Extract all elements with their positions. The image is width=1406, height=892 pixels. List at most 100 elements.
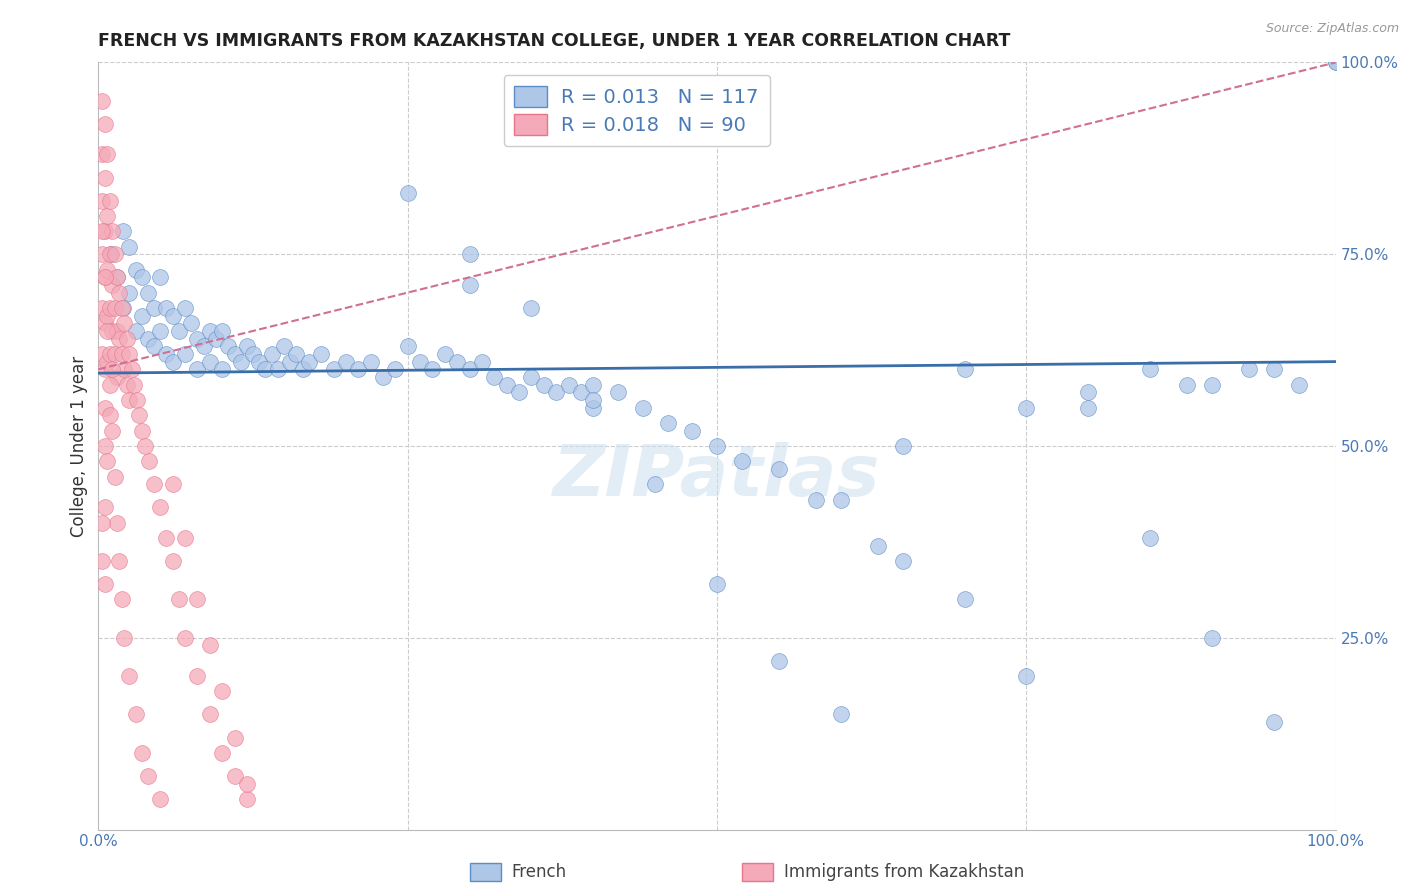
- Point: [91, 224, 114, 238]
- Point: [134, 439, 156, 453]
- Point: [149, 270, 172, 285]
- Point: [186, 332, 208, 346]
- Point: [111, 592, 134, 607]
- Point: [98, 194, 121, 208]
- Point: [205, 332, 228, 346]
- Legend: R = 0.013   N = 117, R = 0.018   N = 90: R = 0.013 N = 117, R = 0.018 N = 90: [503, 75, 769, 146]
- Point: [384, 362, 406, 376]
- Point: [433, 347, 456, 361]
- Point: [247, 354, 270, 368]
- Point: [198, 707, 221, 722]
- Point: [309, 347, 332, 361]
- Point: [105, 370, 128, 384]
- Point: [93, 270, 115, 285]
- Point: [706, 577, 728, 591]
- Point: [143, 339, 166, 353]
- Point: [211, 362, 233, 376]
- Point: [396, 339, 419, 353]
- Point: [1077, 385, 1099, 400]
- Point: [101, 277, 124, 292]
- Point: [731, 454, 754, 468]
- Point: [254, 362, 277, 376]
- Point: [174, 301, 197, 315]
- Point: [508, 385, 530, 400]
- Point: [112, 224, 135, 238]
- Point: [112, 301, 135, 315]
- Point: [211, 684, 233, 698]
- Point: [174, 347, 197, 361]
- Point: [149, 500, 172, 515]
- Point: [706, 439, 728, 453]
- Point: [91, 147, 114, 161]
- Point: [136, 285, 159, 300]
- Point: [1263, 715, 1285, 730]
- Point: [1077, 401, 1099, 415]
- Point: [211, 324, 233, 338]
- Point: [217, 339, 239, 353]
- Point: [236, 776, 259, 790]
- Point: [186, 362, 208, 376]
- Point: [260, 347, 283, 361]
- Point: [335, 354, 357, 368]
- Point: [103, 247, 125, 261]
- Point: [224, 731, 246, 745]
- Point: [155, 301, 177, 315]
- Point: [229, 354, 252, 368]
- Point: [118, 285, 141, 300]
- Point: [118, 392, 141, 407]
- Point: [115, 332, 138, 346]
- Point: [96, 147, 118, 161]
- Text: Source: ZipAtlas.com: Source: ZipAtlas.com: [1265, 22, 1399, 36]
- Point: [121, 362, 143, 376]
- Point: [1324, 55, 1347, 70]
- Point: [768, 462, 790, 476]
- Point: [93, 170, 115, 185]
- Point: [98, 247, 121, 261]
- Point: [112, 631, 135, 645]
- Point: [471, 354, 494, 368]
- Point: [143, 477, 166, 491]
- Point: [891, 554, 914, 568]
- Point: [174, 631, 197, 645]
- Point: [96, 324, 118, 338]
- Point: [105, 516, 128, 530]
- Point: [569, 385, 592, 400]
- Point: [1237, 362, 1260, 376]
- Point: [180, 316, 202, 330]
- Point: [124, 262, 146, 277]
- Point: [93, 439, 115, 453]
- Point: [105, 270, 128, 285]
- Point: [93, 224, 115, 238]
- Point: [108, 332, 131, 346]
- Point: [768, 654, 790, 668]
- Point: [607, 385, 630, 400]
- Point: [322, 362, 344, 376]
- Point: [112, 362, 135, 376]
- Point: [162, 554, 184, 568]
- Point: [118, 347, 141, 361]
- Point: [360, 354, 382, 368]
- Point: [236, 792, 259, 806]
- Point: [891, 439, 914, 453]
- Point: [96, 309, 118, 323]
- Point: [546, 385, 568, 400]
- Point: [162, 309, 184, 323]
- Point: [236, 339, 259, 353]
- Point: [533, 377, 555, 392]
- Point: [657, 416, 679, 430]
- Point: [582, 377, 605, 392]
- Point: [866, 539, 889, 553]
- Point: [162, 354, 184, 368]
- Point: [136, 332, 159, 346]
- Point: [115, 377, 138, 392]
- Text: Immigrants from Kazakhstan: Immigrants from Kazakhstan: [785, 863, 1024, 881]
- Point: [124, 707, 146, 722]
- Point: [103, 469, 125, 483]
- Point: [101, 224, 124, 238]
- Point: [242, 347, 264, 361]
- Point: [118, 669, 141, 683]
- Point: [291, 362, 314, 376]
- Point: [446, 354, 468, 368]
- Point: [273, 339, 295, 353]
- Point: [174, 531, 197, 545]
